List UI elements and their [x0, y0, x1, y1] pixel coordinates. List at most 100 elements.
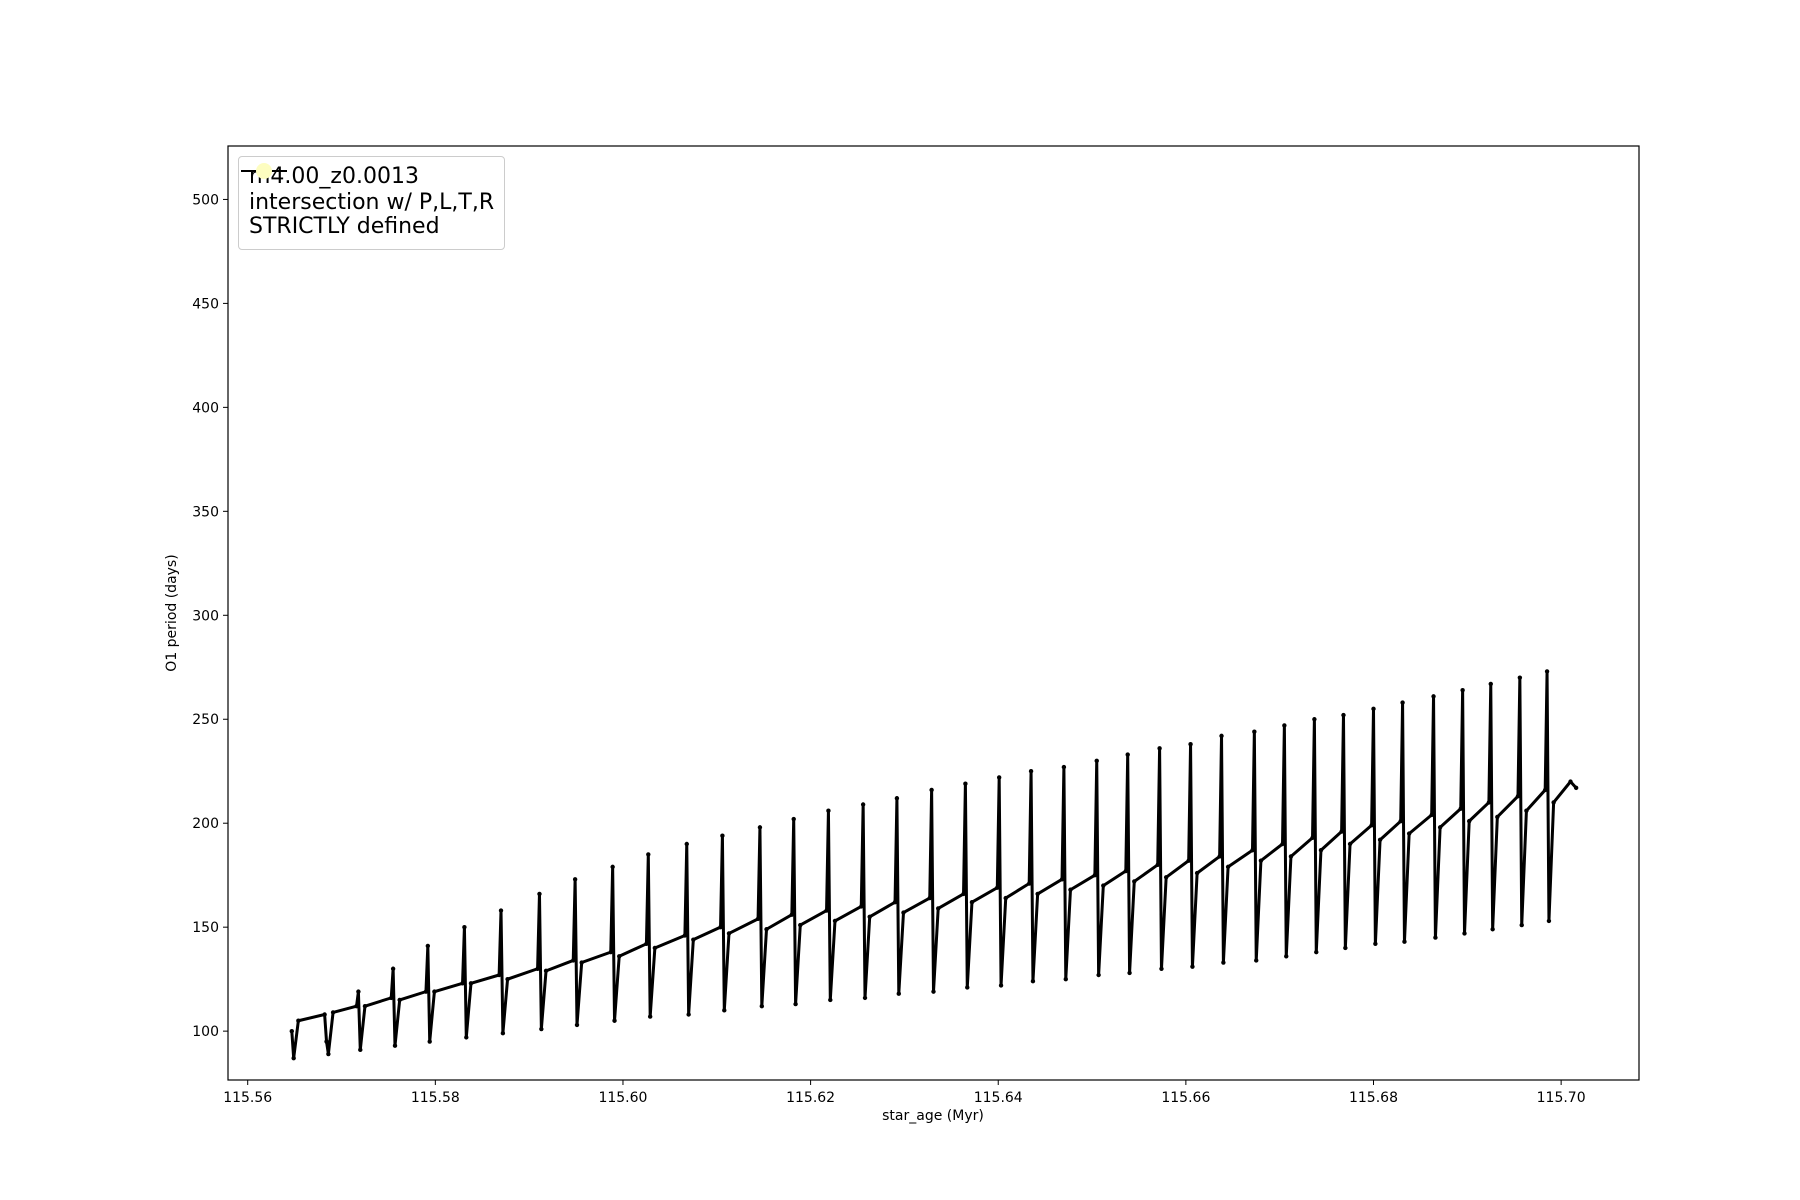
data-point: [610, 864, 615, 870]
y-tick-label: 300: [192, 608, 219, 624]
data-point: [1217, 854, 1222, 859]
data-point: [1402, 939, 1407, 944]
data-point: [579, 960, 584, 965]
data-point: [996, 775, 1002, 780]
data-point: [929, 787, 934, 793]
data-point: [1406, 831, 1412, 836]
data-point: [291, 1055, 296, 1061]
data-point: [1515, 793, 1521, 799]
data-point: [1544, 669, 1550, 674]
data-point: [832, 918, 838, 924]
data-point: [1429, 812, 1434, 818]
data-point: [539, 1026, 544, 1032]
data-point: [757, 825, 763, 830]
data-point: [505, 976, 510, 982]
data-point: [684, 841, 689, 847]
data-point: [1314, 949, 1319, 955]
data-point: [691, 937, 696, 942]
x-axis-label: star_age (Myr): [882, 1108, 984, 1124]
data-point: [824, 908, 829, 913]
data-point: [1551, 800, 1556, 805]
data-point: [931, 989, 936, 994]
data-point: [356, 989, 361, 994]
data-point: [961, 891, 966, 897]
data-point: [572, 877, 578, 882]
data-point: [726, 931, 732, 936]
data-point: [1003, 895, 1008, 901]
data-point: [1190, 964, 1195, 969]
data-point: [1225, 864, 1231, 870]
data-point: [535, 966, 540, 971]
data-point: [1035, 891, 1040, 897]
data-point: [574, 1022, 580, 1028]
data-point: [1462, 931, 1467, 936]
data-point: [764, 927, 769, 932]
data-point: [1339, 829, 1344, 834]
y-tick-label: 150: [192, 920, 219, 936]
data-point: [995, 885, 1000, 890]
data-point: [432, 989, 437, 994]
data-point: [1163, 875, 1169, 880]
data-point: [927, 895, 932, 901]
data-point: [1437, 825, 1443, 830]
data-point: [1433, 935, 1438, 940]
data-point: [1519, 922, 1524, 928]
data-point: [1377, 837, 1383, 843]
data-point: [389, 995, 394, 1001]
data-point: [1373, 941, 1378, 947]
data-point: [1094, 758, 1099, 764]
data-point: [791, 816, 796, 822]
data-point: [647, 1014, 653, 1019]
data-point: [798, 922, 803, 928]
data-point: [354, 1003, 359, 1009]
data-point: [423, 989, 429, 994]
data-point: [608, 949, 613, 955]
data-point: [1486, 800, 1492, 805]
data-point: [392, 1043, 398, 1048]
data-point: [1400, 700, 1405, 705]
data-point: [860, 802, 866, 807]
data-point: [793, 1001, 798, 1007]
data-point: [789, 912, 795, 917]
data-point: [828, 997, 833, 1003]
data-point: [1101, 883, 1106, 888]
data-point: [1517, 675, 1523, 680]
data-point: [1280, 841, 1285, 847]
data-point: [1312, 717, 1317, 722]
data-point: [330, 1010, 336, 1015]
legend-marker: [256, 163, 272, 179]
data-point: [1155, 862, 1160, 867]
data-point: [1061, 764, 1067, 770]
data-point: [686, 1012, 691, 1017]
data-point: [1573, 785, 1579, 791]
data-point: [1219, 733, 1224, 739]
x-tick-label: 115.58: [411, 1090, 460, 1106]
data-point: [720, 833, 725, 838]
data-point: [612, 1018, 617, 1023]
data-point: [1343, 945, 1348, 951]
data-point: [1159, 966, 1164, 971]
legend-label: m4.00_z0.0013: [249, 164, 419, 189]
data-point: [1371, 706, 1376, 712]
data-point: [1028, 769, 1034, 774]
data-point: [1288, 854, 1294, 859]
y-tick-label: 100: [192, 1024, 219, 1040]
data-point: [1369, 823, 1374, 828]
data-point: [617, 954, 622, 959]
data-point: [935, 906, 941, 911]
data-point: [859, 904, 864, 909]
y-tick-label: 500: [192, 192, 219, 208]
y-axis-label: O1 period (days): [164, 554, 180, 671]
data-point: [1488, 681, 1493, 687]
data-point: [1096, 972, 1101, 978]
legend-label: intersection w/ P,L,T,R STRICTLY defined: [249, 190, 495, 239]
data-point: [892, 900, 898, 905]
data-point: [1341, 712, 1346, 718]
data-point: [1460, 687, 1465, 693]
data-point: [901, 910, 906, 915]
data-point: [896, 991, 901, 996]
data-point: [1123, 868, 1129, 874]
data-point: [427, 1039, 432, 1044]
data-point: [682, 933, 688, 938]
